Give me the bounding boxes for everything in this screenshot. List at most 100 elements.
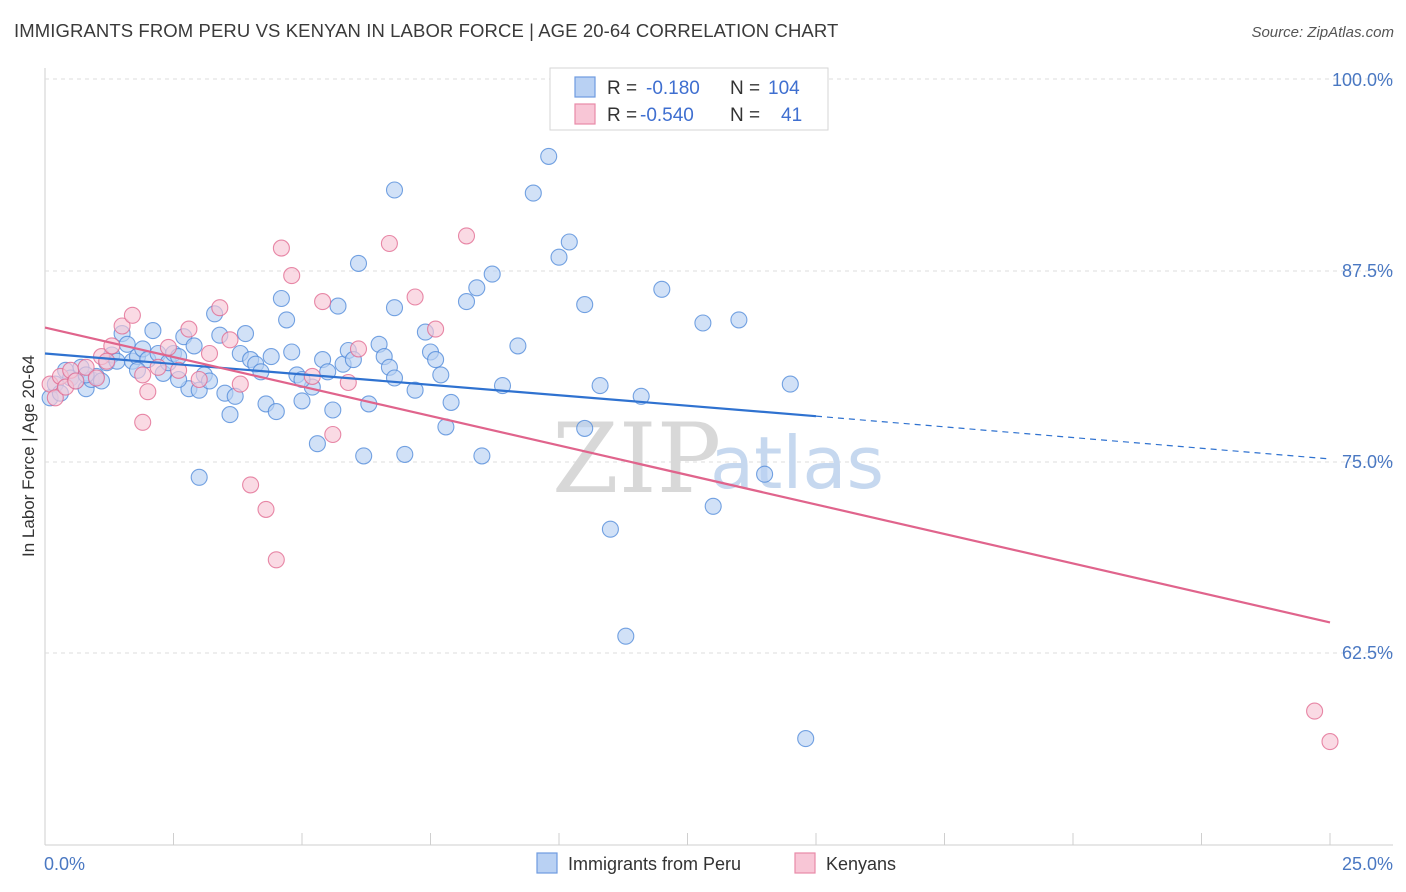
peru-point-45 — [272, 289, 290, 308]
bottom-legend: Immigrants from Peru Kenyans — [536, 852, 896, 874]
source-label: Source: ZipAtlas.com — [1251, 24, 1394, 41]
legend-box: R = -0.180 N = 104 R = -0.540 N = 41 — [549, 67, 829, 131]
bottom-legend-swatch-peru — [536, 852, 558, 874]
kenya-point-32 — [380, 234, 398, 253]
legend-r-label-peru: R = — [607, 78, 637, 99]
peru-point-49 — [293, 392, 311, 410]
peru-point-44 — [267, 403, 285, 421]
peru-point-55 — [329, 297, 347, 315]
peru-point-94 — [190, 468, 208, 486]
y-tick-labels: 100.0% 87.5% 75.0% 62.5% — [1332, 70, 1393, 663]
peru-point-59 — [349, 254, 368, 272]
trend-line-kenya — [44, 326, 1331, 624]
kenya-point-31 — [349, 340, 368, 358]
peru-point-38 — [236, 325, 255, 343]
peru-point-99 — [653, 280, 671, 298]
kenya-point-30 — [324, 425, 342, 444]
peru-point-70 — [427, 351, 445, 369]
kenya-point-34 — [427, 320, 445, 338]
legend-r-value-peru: -0.180 — [646, 78, 700, 99]
y-axis-label: In Labor Force | Age 20-64 — [19, 355, 38, 557]
bottom-legend-label-kenya: Kenyans — [826, 854, 896, 874]
peru-point-43 — [262, 348, 280, 366]
peru-point-81 — [560, 233, 578, 251]
kenya-point-22 — [231, 375, 249, 393]
peru-point-91 — [797, 730, 815, 748]
legend-n-value-peru: 104 — [768, 78, 800, 99]
peru-point-54 — [324, 401, 342, 419]
peru-point-80 — [550, 248, 568, 266]
x-tick-label-1: 25.0% — [1342, 854, 1393, 874]
peru-point-66 — [396, 445, 414, 463]
kenya-point-7 — [87, 369, 105, 387]
kenya-point-35 — [457, 227, 476, 245]
kenya-point-10 — [113, 317, 131, 335]
trend-line-peru — [44, 352, 817, 418]
peru-point-75 — [483, 265, 501, 283]
x-tick-labels: 0.0% 25.0% — [44, 854, 1393, 874]
legend-r-label-kenya: R = — [607, 105, 637, 126]
peru-point-35 — [221, 406, 239, 424]
peru-point-79 — [540, 147, 558, 165]
legend-n-label-kenya: N = — [730, 105, 760, 126]
watermark-zip: ZIP — [552, 403, 721, 515]
kenya-point-18 — [190, 370, 208, 389]
kenya-point-29 — [314, 293, 332, 311]
kenya-point-37 — [1306, 702, 1324, 720]
kenya-point-15 — [159, 338, 177, 356]
kenya-point-33 — [406, 288, 424, 306]
peru-point-101 — [385, 299, 404, 317]
kenya-point-26 — [272, 239, 290, 257]
peru-point-46 — [278, 311, 296, 329]
x-tick-marks — [44, 833, 1331, 845]
kenya-point-12 — [134, 366, 152, 384]
trend-lines — [44, 326, 1331, 624]
watermark-atlas: atlas — [710, 421, 884, 505]
peru-point-90 — [781, 375, 799, 393]
y-tick-label-3: 62.5% — [1342, 643, 1393, 663]
peru-point-92 — [385, 181, 404, 199]
legend-n-value-kenya: 41 — [781, 105, 802, 126]
kenya-point-13 — [139, 383, 157, 401]
peru-point-71 — [432, 366, 450, 384]
peru-point-85 — [617, 627, 635, 645]
peru-point-88 — [730, 311, 748, 329]
kenya-point-36 — [134, 413, 152, 431]
y-tick-label-0: 100.0% — [1332, 70, 1393, 90]
peru-point-78 — [524, 184, 542, 202]
peru-point-72 — [442, 393, 460, 411]
kenya-point-20 — [211, 299, 229, 317]
peru-point-65 — [385, 369, 404, 387]
kenya-point-5 — [67, 372, 85, 390]
peru-point-77 — [509, 337, 527, 355]
peru-point-83 — [591, 377, 609, 395]
peru-point-28 — [185, 337, 203, 355]
kenya-point-6 — [77, 358, 95, 376]
kenya-point-16 — [170, 361, 188, 379]
kenya-point-38 — [1321, 733, 1339, 751]
peru-point-73 — [457, 293, 476, 311]
peru-point-87 — [704, 497, 722, 515]
peru-point-82 — [576, 419, 594, 437]
peru-point-20 — [144, 322, 162, 340]
peru-point-103 — [576, 296, 594, 314]
peru-point-100 — [694, 314, 712, 332]
peru-point-60 — [355, 447, 373, 465]
kenya-point-27 — [283, 267, 301, 285]
bottom-legend-swatch-kenya — [794, 852, 816, 874]
kenya-point-24 — [257, 500, 275, 518]
peru-point-67 — [406, 381, 424, 399]
x-tick-label-0: 0.0% — [44, 854, 85, 874]
peru-point-86 — [632, 387, 650, 405]
kenya-point-11 — [123, 306, 141, 324]
kenya-point-23 — [242, 476, 260, 494]
peru-point-74 — [468, 279, 486, 297]
kenya-point-21 — [221, 331, 239, 349]
kenya-point-1 — [46, 389, 64, 407]
bottom-legend-label-peru: Immigrants from Peru — [568, 854, 741, 874]
peru-point-84 — [601, 520, 619, 538]
kenya-point-39 — [98, 352, 116, 370]
peru-point-93 — [473, 447, 491, 465]
legend-n-label-peru: N = — [730, 78, 760, 99]
